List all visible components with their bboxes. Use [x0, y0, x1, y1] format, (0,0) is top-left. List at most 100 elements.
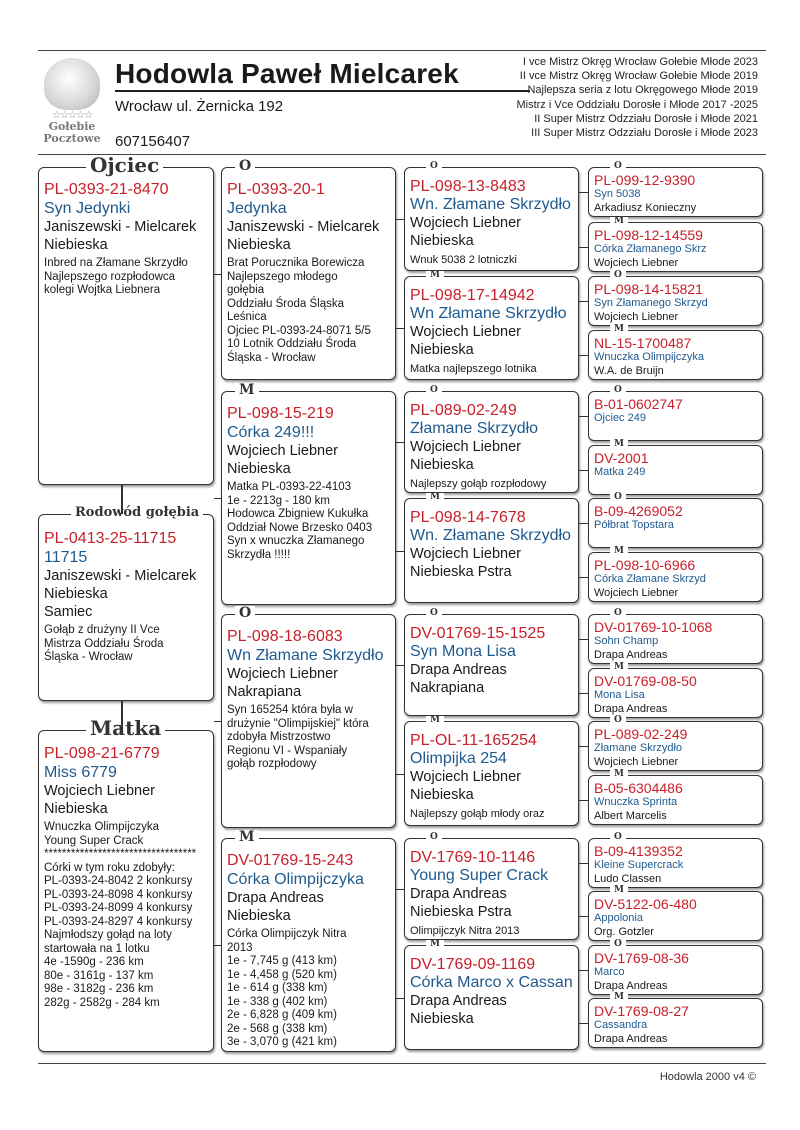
note-line: 2013 — [227, 941, 253, 954]
ring-number: DV-1769-08-27 — [594, 1003, 689, 1019]
grandparent-box[interactable]: PL-098-15-219 Córka 249!!! Wojciech Liebne… — [221, 391, 396, 605]
pigeon-name: Mona Lisa — [594, 689, 645, 701]
gg-grandparent-box[interactable]: DV-01769-08-50 Mona Lisa Drapa Andreas — [588, 668, 763, 718]
gg-grandparent-box[interactable]: B-09-4269052 Półbrat Topstara — [588, 498, 763, 548]
connector-line — [579, 693, 588, 694]
note-line: 10 Lotnik Oddziału Środa — [227, 338, 357, 350]
note-line: Young Super Crack — [44, 834, 144, 847]
notes: Najlepszy gołąb rozpłodowy — [410, 477, 573, 491]
pigeon-name: Sohn Champ — [594, 635, 659, 647]
pigeon-name: Wn Złamane Skrzydło — [227, 647, 384, 664]
note-line: PL-0393-24-8099 4 konkursy — [44, 902, 193, 914]
gg-grandparent-box[interactable]: DV-2001 Matka 249 — [588, 445, 763, 495]
great-grandparent-box[interactable]: DV-1769-10-1146 Young Super Crack Drapa An… — [404, 838, 579, 940]
note-line: Najmłodszy gołąd na loty — [44, 929, 172, 941]
note-line: Regionu VI - Wspaniały — [227, 744, 348, 757]
breeder: Drapa Andreas — [410, 662, 507, 678]
gg-grandparent-box[interactable]: PL-089-02-249 Złamane Skrzydło Wojciech Li… — [588, 721, 763, 771]
pigeon-name: Córka Złamane Skrzyd — [594, 573, 706, 585]
pigeon-name: Jedynka — [227, 200, 287, 217]
great-grandparent-box[interactable]: PL-098-17-14942 Wn Złamane Skrzydło Wojcie… — [404, 276, 579, 380]
grandparent-box-label: M — [235, 829, 259, 844]
ring-number: DV-01769-10-1068 — [594, 619, 713, 635]
great-grandparent-box[interactable]: PL-OL-11-165254 Olimpijka 254 Wojciech Lie… — [404, 721, 579, 826]
mother-box[interactable]: PL-098-21-6779 Miss 6779 Wojciech Liebner N… — [38, 730, 214, 1052]
note-line: Oddział Nowe Brzesko 0403 — [227, 521, 373, 534]
gg-grandparent-box-label: O — [610, 832, 626, 842]
note-line: 1e - 614 g (338 km) — [227, 982, 328, 994]
grandparent-box[interactable]: DV-01769-15-243 Córka Olimpijczyka Drapa A… — [221, 838, 396, 1052]
breeder: Wojciech Liebner — [227, 666, 338, 682]
gg-grandparent-box[interactable]: NL-15-1700487 Wnuczka Olimpijczyka W.A. de… — [588, 330, 763, 380]
connector-line — [396, 665, 404, 666]
pigeon-name: Wn. Złamane Skrzydło — [410, 527, 571, 544]
sex: Samiec — [44, 604, 93, 620]
connector-line — [579, 301, 588, 302]
breeder: Arkadiusz Konieczny — [594, 202, 697, 214]
gg-grandparent-box[interactable]: DV-5122-06-480 Appolonia Org. Gotzler — [588, 891, 763, 941]
gg-grandparent-box-label: M — [610, 216, 628, 226]
gg-grandparent-box[interactable]: B-01-0602747 Ojciec 249 — [588, 391, 763, 441]
ring-number: B-09-4139352 — [594, 843, 683, 859]
note-line: 282g - 2582g - 284 km — [44, 996, 160, 1009]
subject-box[interactable]: PL-0413-25-11715 11715 Janiszewski - Mielc… — [38, 514, 214, 701]
gg-grandparent-box[interactable]: PL-099-12-9390 Syn 5038 Arkadiusz Konieczn… — [588, 167, 763, 217]
logo: ☆☆☆☆☆ Gołebie Pocztowe — [36, 58, 108, 150]
connector-line — [214, 498, 221, 499]
gg-grandparent-box[interactable]: B-05-6304486 Wnuczka Sprinta Albert Marcel… — [588, 775, 763, 825]
notes: Wnuczka Olimpijczyka Young Super Crack ***… — [44, 821, 208, 1010]
gg-grandparent-box[interactable]: DV-1769-08-27 Cassandra Drapa Andreas — [588, 998, 763, 1048]
father-box[interactable]: PL-0393-21-8470 Syn Jedynki Janiszewski - … — [38, 167, 214, 485]
ring-number: PL-0393-21-8470 — [44, 181, 169, 198]
gg-grandparent-box[interactable]: PL-098-12-14559 Córka Złamanego Skrz Wojci… — [588, 222, 763, 272]
connector-line — [579, 523, 588, 524]
ring-number: DV-5122-06-480 — [594, 896, 697, 912]
gg-grandparent-box[interactable]: DV-1769-08-36 Marco Drapa Andreas — [588, 945, 763, 995]
breeder: Wojciech Liebner — [410, 769, 521, 785]
gg-grandparent-box[interactable]: DV-01769-10-1068 Sohn Champ Drapa Andreas — [588, 614, 763, 664]
ring-number: PL-099-12-9390 — [594, 172, 696, 188]
note-line: Córki w tym roku zdobyły: — [44, 861, 176, 874]
great-grandparent-box[interactable]: DV-1769-09-1169 Córka Marco x Cassan Drapa… — [404, 945, 579, 1050]
great-grandparent-box[interactable]: PL-089-02-249 Złamane Skrzydło Wojciech Li… — [404, 391, 579, 493]
gg-grandparent-box-label: M — [610, 324, 628, 334]
breeder: Drapa Andreas — [410, 886, 507, 902]
plumage-color: Niebieska Pstra — [410, 904, 512, 920]
pigeon-name: Cassandra — [594, 1019, 648, 1031]
note-line: ********************************** — [44, 848, 197, 860]
achievement: Mistrz i Vce Oddziału Dorosłe i Młode 20… — [516, 98, 758, 111]
pigeon-name: Półbrat Topstara — [594, 519, 674, 531]
notes: Matka PL-0393-22-4103 1e - 2213g - 180 km… — [227, 481, 390, 562]
pigeon-name: Kleine Supercrack — [594, 859, 684, 871]
note-line: Skrzydła !!!!! — [227, 548, 291, 561]
note-line: kolegi Wojtka Liebnera — [44, 284, 161, 296]
great-grandparent-box[interactable]: DV-01769-15-1525 Syn Mona Lisa Drapa Andre… — [404, 614, 579, 716]
ring-number: PL-0393-20-1 — [227, 181, 325, 198]
gg-grandparent-box[interactable]: PL-098-10-6966 Córka Złamane Skrzyd Wojcie… — [588, 552, 763, 602]
note-line: 2e - 6,828 g (409 km) — [227, 1009, 337, 1021]
gg-grandparent-box-label: O — [610, 492, 626, 502]
connector-line — [214, 273, 221, 275]
note-line: Najlepszy gołąb rozpłodowy — [410, 478, 547, 490]
connector-line — [121, 701, 123, 730]
note-line: Hodowca Zbigniew Kukułka — [227, 508, 369, 520]
great-grandparent-box[interactable]: PL-098-13-8483 Wn. Złamane Skrzydło Wojcie… — [404, 167, 579, 271]
gg-grandparent-box[interactable]: PL-098-14-15821 Syn Złamanego Skrzyd Wojci… — [588, 276, 763, 326]
grandparent-box[interactable]: PL-0393-20-1 Jedynka Janiszewski - Mielcar… — [221, 167, 396, 380]
note-line: 3e - 3,070 g (421 km) — [227, 1036, 337, 1048]
great-grandparent-box-label: O — [426, 385, 442, 395]
notes: Syn 165254 która była w drużynie "Olimpij… — [227, 704, 390, 772]
grandparent-box[interactable]: PL-098-18-6083 Wn Złamane Skrzydło Wojciec… — [221, 614, 396, 828]
pigeon-name: Wnuczka Olimpijczyka — [594, 351, 705, 363]
great-grandparent-box[interactable]: PL-098-14-7678 Wn. Złamane Skrzydło Wojcie… — [404, 498, 579, 603]
gg-grandparent-box[interactable]: B-09-4139352 Kleine Supercrack Ludo Classe… — [588, 838, 763, 888]
note-line: 80e - 3161g - 137 km — [44, 969, 154, 982]
note-line: startowała na 1 lotku — [44, 942, 150, 955]
pigeon-head-icon — [44, 58, 100, 110]
plumage-color: Niebieska — [227, 908, 291, 924]
great-grandparent-box-label: M — [426, 939, 444, 949]
breeder: Wojciech Liebner — [594, 311, 679, 323]
note-line: Najlepszy gołąb młody oraz — [410, 808, 545, 820]
ring-number: PL-089-02-249 — [594, 726, 688, 742]
pigeon-name: Young Super Crack — [410, 867, 549, 884]
